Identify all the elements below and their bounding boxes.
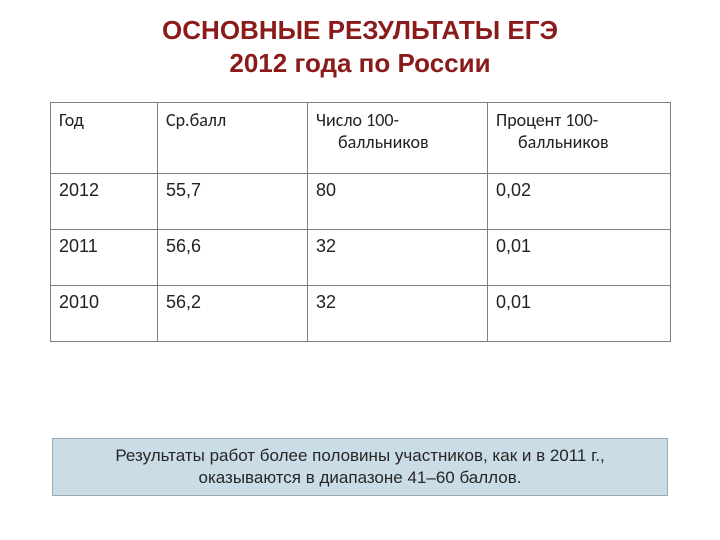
col-header-count-main: Число 100-: [316, 109, 399, 131]
col-header-year-text: Год: [59, 109, 84, 131]
cell-count: 32: [308, 286, 488, 342]
col-header-avg-text: Ср.балл: [166, 109, 226, 131]
slide: ОСНОВНЫЕ РЕЗУЛЬТАТЫ ЕГЭ 2012 года по Рос…: [0, 0, 720, 540]
col-header-percent-sub: балльников: [496, 131, 662, 153]
col-header-year: Год: [51, 103, 158, 174]
cell-year: 2012: [51, 174, 158, 230]
col-header-avg: Ср.балл: [158, 103, 308, 174]
table-row: 2011 56,6 32 0,01: [51, 230, 671, 286]
results-table: Год Ср.балл Число 100- балльников Процен…: [50, 102, 671, 342]
note-box: Результаты работ более половины участник…: [52, 438, 668, 496]
title-line-2: 2012 года по России: [0, 47, 720, 80]
cell-avg: 55,7: [158, 174, 308, 230]
page-title: ОСНОВНЫЕ РЕЗУЛЬТАТЫ ЕГЭ 2012 года по Рос…: [0, 14, 720, 79]
cell-year: 2011: [51, 230, 158, 286]
cell-avg: 56,6: [158, 230, 308, 286]
col-header-count: Число 100- балльников: [308, 103, 488, 174]
title-line-1: ОСНОВНЫЕ РЕЗУЛЬТАТЫ ЕГЭ: [162, 15, 558, 45]
col-header-percent: Процент 100- балльников: [488, 103, 671, 174]
table-row: 2010 56,2 32 0,01: [51, 286, 671, 342]
cell-percent: 0,01: [488, 230, 671, 286]
cell-count: 80: [308, 174, 488, 230]
cell-percent: 0,01: [488, 286, 671, 342]
cell-count: 32: [308, 230, 488, 286]
col-header-count-sub: балльников: [316, 131, 479, 153]
note-text: Результаты работ более половины участник…: [63, 445, 657, 489]
cell-percent: 0,02: [488, 174, 671, 230]
col-header-percent-main: Процент 100-: [496, 109, 598, 131]
table-header-row: Год Ср.балл Число 100- балльников Процен…: [51, 103, 671, 174]
cell-year: 2010: [51, 286, 158, 342]
cell-avg: 56,2: [158, 286, 308, 342]
table-row: 2012 55,7 80 0,02: [51, 174, 671, 230]
